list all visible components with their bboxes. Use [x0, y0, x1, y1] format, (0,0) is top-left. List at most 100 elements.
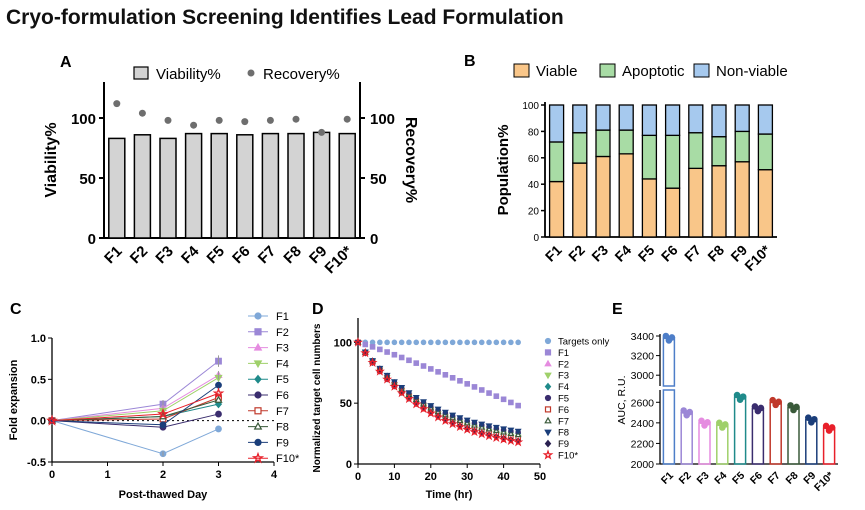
point-targets-only	[398, 339, 405, 346]
legend-marker-f4	[544, 382, 552, 391]
bar-viability	[312, 131, 331, 239]
point-targets-only	[471, 339, 478, 346]
point-f1	[369, 344, 376, 350]
bar-segment-apoptotic	[664, 134, 681, 189]
legend-marker-f9	[544, 439, 552, 448]
x-tick-label: F3	[152, 243, 176, 267]
replicate-point	[733, 391, 741, 399]
point-f10	[498, 434, 509, 444]
chart-b-population: 0 20 40 60 80 100 Population% F1 F2 F3 F4 F5 F6 F7 F8 F…	[495, 63, 788, 274]
series-line-F3	[51, 374, 219, 422]
legend-label-recovery: Recovery%	[263, 66, 340, 83]
bar-segment-non-viable	[572, 104, 588, 134]
replicate-point	[805, 414, 812, 422]
bar-segment-viable	[664, 187, 681, 238]
legend-marker-F7	[254, 407, 262, 415]
replicate-point	[793, 403, 800, 411]
legend-label-F7: F7	[276, 406, 289, 418]
bar-segment-viable	[688, 167, 704, 238]
x-tick-label: F1	[101, 243, 125, 267]
point-f1	[486, 390, 492, 396]
x-tick-label: F8	[280, 243, 304, 267]
x-tick-label: F5	[730, 470, 747, 487]
replicate-point	[698, 417, 705, 425]
bar-viability	[210, 132, 228, 239]
point-f10	[433, 411, 444, 422]
point-f8	[492, 424, 500, 432]
x-tick-label: F3	[588, 242, 611, 265]
legend-label-F2: F2	[276, 327, 289, 339]
point-targets-only	[449, 339, 456, 346]
replicate-point	[751, 403, 759, 410]
bar-segment-non-viable	[618, 104, 634, 131]
panel-label-d: D	[312, 301, 324, 318]
x-tick-label: 1	[104, 469, 110, 481]
legend-swatch-apoptotic	[599, 63, 616, 78]
point-f8	[463, 417, 471, 424]
point-f10	[454, 421, 465, 432]
legend-marker-F4	[253, 360, 263, 369]
legend-marker-F5	[254, 374, 262, 384]
x-tick-label: 2	[160, 469, 166, 481]
legend-label-f10: F10*	[558, 451, 578, 462]
x-tick-label: F4	[611, 242, 634, 265]
x-tick-label: 30	[461, 471, 473, 483]
point-targets-only	[384, 339, 390, 346]
legend-marker-F1	[254, 312, 262, 320]
replicate-point	[828, 424, 836, 431]
legend-marker-f10	[542, 449, 554, 460]
point-f8	[405, 390, 413, 397]
point-f1	[493, 393, 500, 399]
bar-auc	[698, 422, 711, 465]
point-f1	[464, 381, 471, 387]
replicate-point	[704, 419, 711, 426]
point-F10	[46, 414, 58, 426]
bar-segment-non-viable	[688, 104, 704, 134]
x-tick-label: F6	[658, 242, 681, 265]
point-f1	[471, 384, 478, 390]
point-targets-only	[413, 339, 420, 346]
point-f1	[457, 378, 463, 384]
y-axis-title: AUC, R.U.	[616, 375, 628, 424]
point-f10	[513, 436, 524, 447]
figure-title: Cryo-formulation Screening Identifies Le…	[6, 6, 564, 29]
replicate-point	[722, 421, 729, 428]
legend-marker-F10	[251, 451, 265, 464]
replicate-point	[769, 396, 777, 404]
bar-auc	[769, 401, 782, 465]
replicate-point	[680, 407, 688, 414]
legend-label-f1: F1	[558, 348, 569, 359]
bar-segment-non-viable	[548, 104, 565, 143]
replicate-point	[668, 334, 676, 341]
legend-marker-f3	[544, 372, 552, 380]
x-axis-title: Post-thawed Day	[119, 489, 209, 501]
x-tick-label: F8	[704, 242, 727, 265]
point-f1	[500, 396, 507, 403]
bar-segment-apoptotic	[548, 141, 565, 183]
point-f8	[500, 426, 508, 433]
point-f1	[515, 402, 521, 409]
x-tick-label: F1	[542, 242, 565, 265]
y-tick-label: 3000	[631, 370, 655, 382]
y-tick-label: 50	[340, 398, 352, 410]
point-f8	[478, 421, 486, 428]
bar-segment-viable	[548, 180, 565, 238]
legend-label-f2: F2	[558, 359, 569, 370]
legend-label-F10: F10*	[276, 453, 300, 465]
x-tick-label: F7	[766, 470, 783, 487]
bar-segment-viable	[595, 155, 611, 238]
y-tick-label: 0	[533, 233, 539, 244]
legend-marker-F2	[254, 328, 262, 336]
legend-label-F6: F6	[276, 390, 289, 402]
legend-label-f5: F5	[558, 394, 569, 405]
legend-label-non-viable: Non-viable	[716, 63, 788, 80]
bar-viability	[159, 137, 177, 239]
point-f1	[428, 366, 434, 372]
x-tick-label: F10*	[322, 243, 357, 278]
y-tick-label: 100	[71, 111, 96, 128]
legend-marker-F9	[254, 438, 262, 446]
x-tick-label: F5	[204, 243, 228, 267]
x-tick-label: 3	[215, 469, 221, 481]
x-tick-label: 10	[388, 471, 400, 483]
x-tick-label: F5	[635, 242, 658, 265]
